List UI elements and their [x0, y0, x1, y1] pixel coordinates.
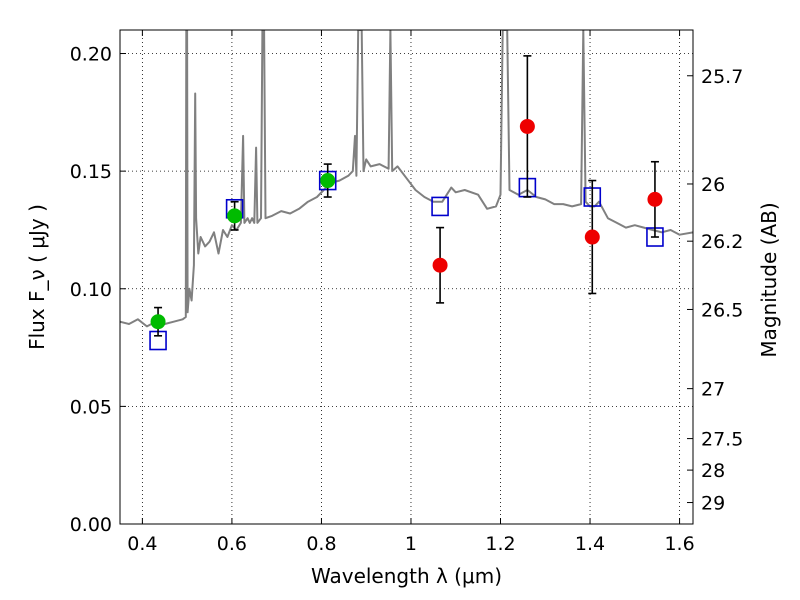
plot-frame [119, 29, 694, 525]
spectrum-line [120, 30, 693, 328]
observed-point [519, 118, 535, 134]
x-tick-label: 1 [405, 533, 417, 555]
x-tick-label: 0.4 [127, 533, 157, 555]
right-tick-label: 29 [701, 493, 725, 515]
grid-lines [120, 30, 693, 525]
y-tick-label: 0.10 [70, 279, 112, 301]
y-tick-label: 0.20 [70, 44, 112, 66]
observed-point [647, 191, 663, 207]
observed-point [320, 173, 336, 189]
x-tick-label: 0.6 [217, 533, 247, 555]
right-tick-label: 26.5 [701, 299, 743, 321]
model-square-marker [431, 196, 449, 217]
y-axis-label: Flux F_ν ( μJy ) [25, 204, 49, 350]
right-axis-label: Magnitude (AB) [757, 202, 781, 357]
observed-point [150, 314, 166, 330]
right-tick-label: 27.5 [701, 429, 743, 451]
y-tick-label: 0.00 [70, 514, 112, 536]
right-tick-label: 25.7 [701, 66, 743, 88]
observed-point [432, 257, 448, 273]
right-tick-label: 28 [701, 460, 725, 482]
right-tick-label: 27 [701, 379, 725, 401]
right-tick-label: 26 [701, 174, 725, 196]
x-tick-label: 1.2 [485, 533, 515, 555]
observed-point [584, 229, 600, 245]
observed-point [227, 208, 243, 224]
x-axis-label: Wavelength λ (μm) [311, 564, 502, 588]
right-tick-label: 26.2 [701, 231, 743, 253]
y-tick-label: 0.05 [70, 396, 112, 418]
x-tick-label: 1.4 [575, 533, 605, 555]
plot-area [120, 30, 693, 351]
y-tick-label: 0.15 [70, 161, 112, 183]
x-tick-label: 1.6 [664, 533, 694, 555]
axis-ticks: 0.4 0.6 0.8 1 1.2 1.4 1.6 0.00 0.05 0.10 0.15 0.20 2… [70, 30, 743, 555]
x-tick-label: 0.8 [306, 533, 336, 555]
